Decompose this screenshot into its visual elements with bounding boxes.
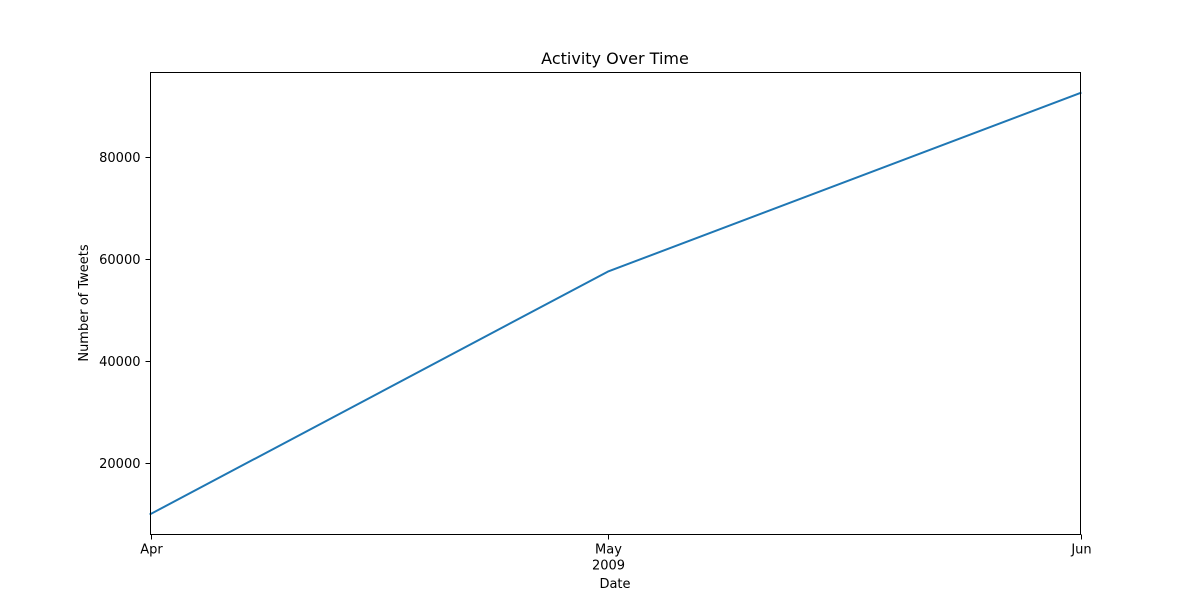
- y-tick-label: 20000: [99, 457, 140, 472]
- x-axis-label: Date: [599, 577, 630, 592]
- y-tick-label: 40000: [99, 355, 140, 370]
- y-axis-label: Number of Tweets: [77, 244, 92, 362]
- y-tick-label: 80000: [99, 151, 140, 166]
- x-tick-label: Apr: [140, 543, 163, 558]
- chart-title: Activity Over Time: [541, 49, 689, 68]
- x-tick-sublabel: 2009: [592, 559, 625, 574]
- x-tick-label: May: [595, 543, 622, 558]
- plot-frame: [150, 72, 1081, 535]
- x-tick-label: Jun: [1070, 543, 1091, 558]
- plot-area: [149, 91, 1082, 516]
- series-line-0: [149, 91, 1082, 516]
- y-tick-label: 60000: [99, 253, 140, 268]
